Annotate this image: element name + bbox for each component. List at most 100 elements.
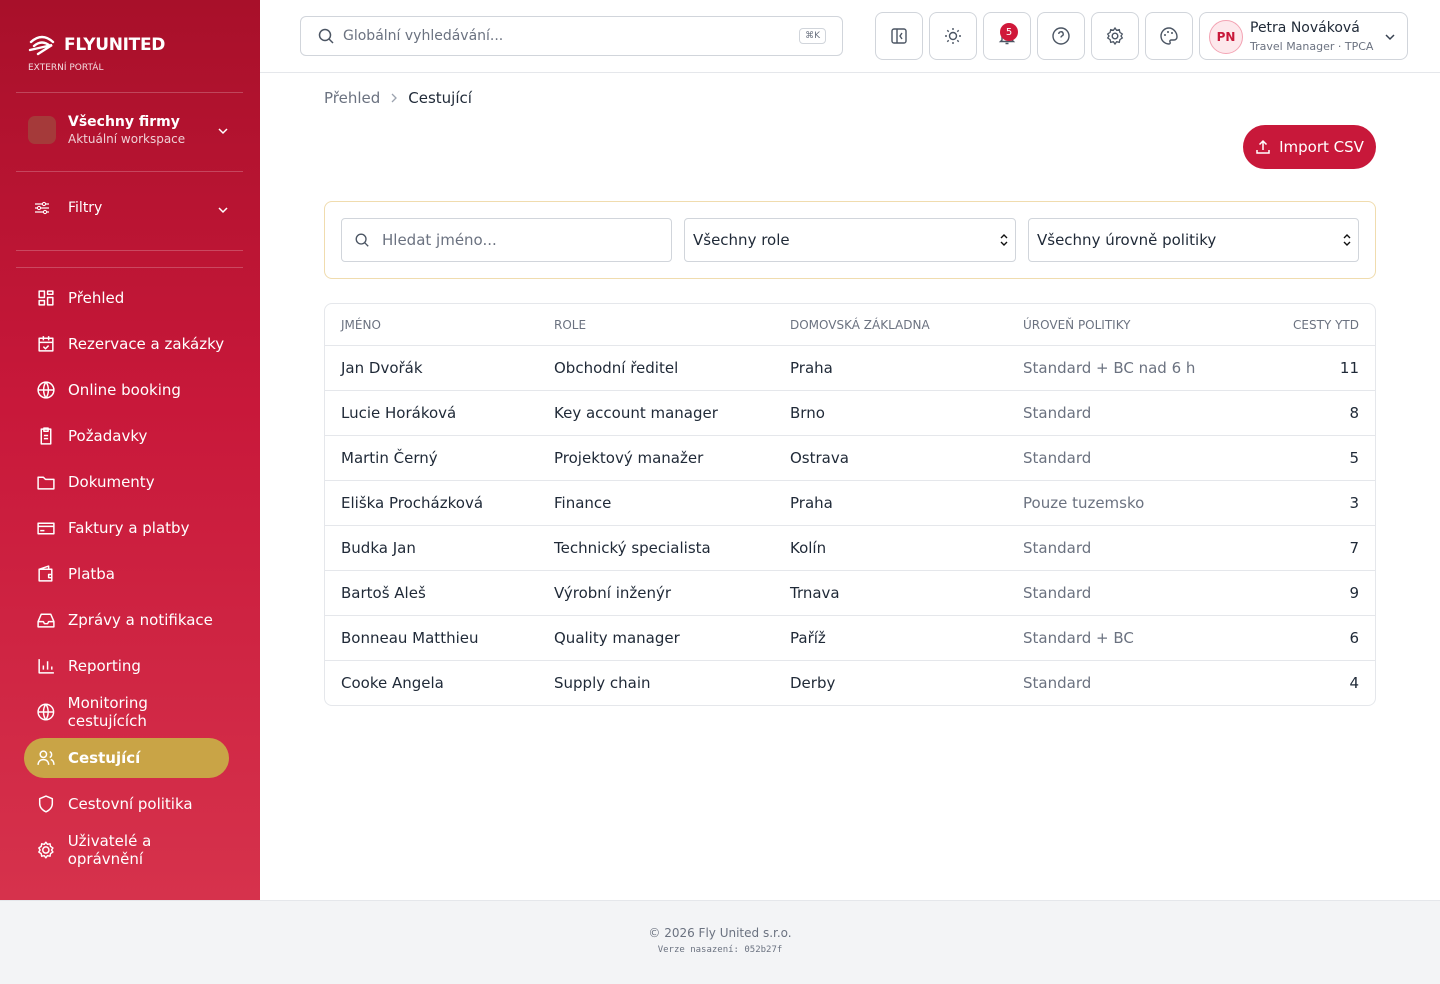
workspace-switcher[interactable]: Všechny firmy Aktuální workspace [28, 114, 185, 146]
table-cell: Lucie Horáková [341, 404, 457, 422]
icon [945, 28, 961, 44]
table-row[interactable]: Budka Jan Technický specialista Kolín Stand… [325, 525, 1375, 570]
table-cell: Obchodní ředitel [554, 359, 679, 377]
table-row[interactable]: Martin Černý Projektový manažer Ostrava Sta… [325, 435, 1375, 480]
table-cell: Trnava [790, 584, 840, 602]
nav-item[interactable]: Online booking [24, 370, 229, 410]
filters-toggle[interactable]: Filtry [34, 200, 102, 216]
table-cell: Technický specialista [554, 539, 711, 557]
nav-item[interactable]: Zprávy a notifikace [24, 600, 229, 640]
nav-icon [37, 703, 55, 721]
workspace-caption: Aktuální workspace [68, 132, 186, 146]
table-cell: Praha [790, 494, 833, 512]
table-cell: Finance [554, 494, 612, 512]
nav-item[interactable]: Faktury a platby [24, 508, 229, 548]
table-cell: Supply chain [554, 674, 651, 692]
palette-button[interactable] [1145, 12, 1193, 60]
chevron [1385, 34, 1395, 41]
brand-name: FLYUNITED [64, 35, 166, 55]
table-cell: Paříž [790, 629, 826, 647]
nav-icon-shape [38, 336, 54, 352]
column-header: DOMOVSKÁ ZÁKLADNA [790, 317, 930, 332]
settings-button[interactable] [1091, 12, 1139, 60]
import-button[interactable]: Import CSV [1243, 125, 1376, 169]
name-search[interactable]: Hledat jméno... [341, 218, 672, 262]
nav-item[interactable]: Rezervace a zakázky [24, 324, 229, 364]
user-menu[interactable]: PN Petra Nováková Travel Manager · TPCA [1199, 12, 1408, 60]
nav-icon [40, 427, 52, 445]
chevron [218, 128, 228, 135]
breadcrumb-link[interactable]: Přehled [324, 89, 381, 107]
table-row[interactable]: Bonneau Matthieu Quality manager Paříž Stan… [325, 615, 1375, 660]
nav-icon [38, 659, 54, 674]
nav-label: Uživatelé a oprávnění [67, 832, 152, 868]
notification-badge: 5 [1000, 23, 1018, 41]
table-cell: Standard [1023, 449, 1092, 467]
icon [1052, 27, 1070, 45]
nav-label: Přehled [68, 289, 125, 307]
table-cell: 11 [1339, 359, 1359, 377]
nav-item[interactable]: Cestovní politika [24, 784, 229, 824]
nav-item[interactable]: Uživatelé a oprávnění [24, 830, 229, 870]
separator [16, 171, 243, 172]
collapse-button[interactable] [875, 12, 923, 60]
table-cell: 5 [1349, 449, 1359, 467]
nav-icon-shape [37, 703, 55, 721]
nav-item[interactable]: Platba [24, 554, 229, 594]
nav-item[interactable]: Monitoring cestujících [24, 692, 229, 732]
table-cell: Cooke Angela [341, 674, 444, 692]
table-cell: Key account manager [554, 404, 718, 422]
table-cell: 7 [1349, 539, 1359, 557]
nav-icon [37, 613, 55, 628]
global-search[interactable]: Globální vyhledávání... ⌘K [300, 16, 843, 56]
table-row[interactable]: Cooke Angela Supply chain Derby Standard 4 [325, 660, 1375, 705]
version: Verze nasazení: 052b27f [657, 945, 783, 955]
nav-icon [38, 795, 54, 813]
nav-item[interactable]: Dokumenty [24, 462, 229, 502]
table-row[interactable]: Lucie Horáková Key account manager Brno Sta… [325, 390, 1375, 435]
role-select[interactable]: Všechny role [684, 218, 1016, 262]
brand: FLYUNITED [28, 34, 165, 56]
nav-icon-shape [38, 565, 53, 582]
nav-item[interactable]: Cestující [24, 738, 229, 778]
nav-label: Online booking [68, 381, 181, 399]
user-name: Petra Nováková [1250, 20, 1360, 36]
workspace-icon [28, 116, 56, 144]
separator [16, 92, 243, 93]
user-role: Travel Manager · TPCA [1250, 40, 1374, 53]
nav-icon-shape [37, 750, 55, 765]
table-cell: Kolín [790, 539, 827, 557]
nav-item[interactable]: Požadavky [24, 416, 229, 456]
filters-label: Filtry [68, 200, 103, 216]
table-cell: Jan Dvořák [341, 359, 423, 377]
role-select-value: Všechny role [693, 231, 790, 249]
table-row[interactable]: Eliška Procházková Finance Praha Pouze tuze… [325, 480, 1375, 525]
breadcrumb-current: Cestující [408, 89, 472, 107]
nav-icon [37, 476, 55, 490]
table-cell: Brno [790, 404, 825, 422]
icon [1160, 27, 1178, 45]
shortcut: ⌘K [799, 28, 826, 44]
table-row[interactable]: Bartoš Aleš Výrobní inženýr Trnava Standard… [325, 570, 1375, 615]
breadcrumb-separator [391, 93, 398, 103]
theme-button[interactable] [929, 12, 977, 60]
nav-icon-shape [38, 841, 54, 859]
table-cell: Standard [1023, 404, 1092, 422]
nav-icon [37, 750, 55, 765]
nav-item[interactable]: Přehled [24, 278, 229, 318]
policy-select[interactable]: Všechny úrovně politiky [1028, 218, 1359, 262]
nav-item[interactable]: Reporting [24, 646, 229, 686]
nav-label: Cestující [68, 749, 141, 767]
chevron [218, 207, 228, 214]
column-header: ÚROVEŇ POLITIKY [1023, 317, 1131, 332]
table-cell: 8 [1349, 404, 1359, 422]
table-cell: Standard [1023, 674, 1092, 692]
help-button[interactable] [1037, 12, 1085, 60]
table-cell: 4 [1349, 674, 1359, 692]
notifications-button[interactable]: 5 [983, 12, 1031, 60]
travelers-table: JMÉNO ROLE DOMOVSKÁ ZÁKLADNA ÚROVEŇ POLITIK… [324, 303, 1376, 706]
table-cell: Quality manager [554, 629, 680, 647]
table-row[interactable]: Jan Dvořák Obchodní ředitel Praha Standard … [325, 345, 1375, 390]
